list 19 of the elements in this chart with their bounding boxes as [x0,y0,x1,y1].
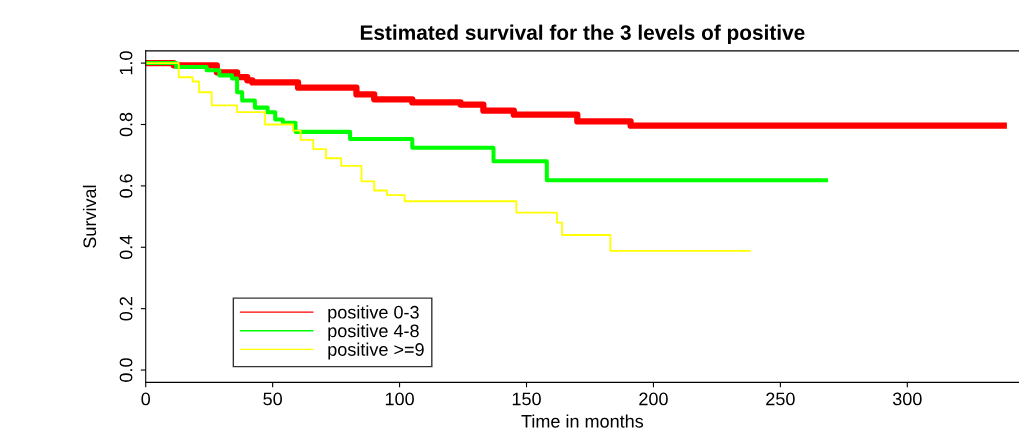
y-tick-label: 0.6 [119,174,133,198]
legend-label: positive >=9 [328,342,424,360]
x-tick-label: 200 [639,392,668,406]
x-axis-title: Time in months [521,414,644,428]
y-axis-title: Survival [82,185,97,248]
x-tick-label: 0 [141,392,151,406]
y-tick-label: 1.0 [119,51,133,75]
y-tick-label: 0.8 [119,112,133,137]
legend-label: positive 0-3 [328,305,419,323]
legend-label: positive 4-8 [328,323,419,341]
x-tick-label: 50 [263,392,282,406]
y-tick-label: 0.2 [119,297,133,321]
x-tick-label: 150 [512,392,541,406]
x-tick-label: 100 [385,392,414,406]
x-tick-label: 300 [892,392,922,406]
x-tick-label: 250 [766,392,795,406]
chart-title: Estimated survival for the 3 levels of positive [360,24,805,45]
y-tick-label: 0.0 [119,358,133,382]
y-tick-label: 0.4 [119,235,133,260]
